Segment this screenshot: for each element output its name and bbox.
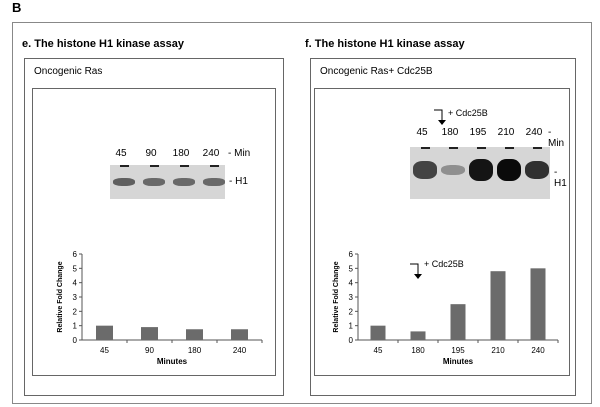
gel-band [441,164,465,176]
gel-lane-label: 90 [145,148,157,159]
gel-band [525,160,549,180]
x-tick-label: 180 [411,346,425,355]
panel-f-frame [310,58,576,396]
annotation-arrowhead-icon [414,274,422,280]
gel-lane-label: 180 [441,127,459,138]
gel-well-mark [210,165,219,167]
gel-blot [410,147,550,199]
y-tick-label: 1 [349,322,354,331]
bar [96,325,113,340]
gel-band [113,177,135,187]
bar [490,271,506,340]
panel-e-heading: e. The histone H1 kinase assay [22,38,185,50]
bar [231,329,248,340]
bar [370,325,386,340]
panel-label: B [12,0,22,15]
gel-band [413,161,437,179]
gel-lane-label: 45 [416,127,428,138]
y-tick-label: 2 [349,307,354,316]
panel-e-subtitle: Oncogenic Ras [34,66,103,77]
bar [141,327,158,340]
gel-band [469,159,493,181]
bar [186,329,203,340]
panel-f-gel-annotation: + Cdc25B [448,108,488,118]
gel-lane-label: 240 [525,127,543,138]
gel-band [203,178,225,186]
bar [410,331,426,340]
bar [450,304,466,340]
gel-band [173,178,195,186]
y-tick-label: 0 [73,336,78,345]
panel-f-gel: 45 180 195 210 240 - Min - H1 [410,127,567,202]
figure-frame [12,22,592,404]
panel-e-inner-frame [32,88,276,376]
gel-well-mark [477,147,486,149]
panel-f-heading: f. The histone H1 kinase assay [305,38,465,50]
x-tick-label: 180 [188,346,202,355]
gel-well-mark [150,165,159,167]
gel-well-mark [120,165,129,167]
x-tick-label: 240 [531,346,545,355]
panel-f-subtitle: Oncogenic Ras+ Cdc25B [320,66,433,77]
x-axis-label: Minutes [443,357,474,366]
y-tick-label: 1 [73,322,78,331]
gel-well-mark [421,147,430,149]
gel-band [143,178,165,186]
y-axis-label: Relative Fold Change [57,261,64,332]
gel-unit-label: - Min [548,127,565,149]
gel-well-mark [505,147,514,149]
gel-unit-label: - Min [228,148,251,159]
x-tick-label: 45 [374,346,383,355]
y-tick-label: 4 [349,279,354,288]
panel-e-frame [24,58,284,396]
y-tick-label: 4 [73,279,78,288]
gel-lane-label: 210 [497,127,515,138]
x-tick-label: 90 [145,346,154,355]
annotation-arrow-icon [410,263,419,277]
y-axis-label: Relative Fold Change [333,261,340,332]
y-tick-label: 6 [73,250,78,259]
y-tick-label: 5 [73,264,78,273]
chart-annotation: + Cdc25B [424,259,464,269]
gel-well-mark [449,147,458,149]
y-tick-label: 3 [73,293,78,302]
gel-lane-label: 195 [469,127,487,138]
gel-lane-label: 240 [202,148,220,159]
gel-well-mark [533,147,542,149]
gel-band-label: - H1 [229,176,248,187]
y-tick-label: 6 [349,250,354,259]
gel-lane-label: 45 [115,148,127,159]
gel-lane-label: 180 [172,148,190,159]
x-tick-label: 45 [100,346,109,355]
x-axis-label: Minutes [157,357,188,366]
cdc25b-arrow-icon [434,109,446,125]
x-tick-label: 210 [491,346,505,355]
y-tick-label: 3 [349,293,354,302]
gel-band [497,159,521,181]
bar [530,268,546,340]
x-tick-label: 195 [451,346,465,355]
gel-blot [110,165,225,199]
gel-band-label: - H1 [554,167,567,189]
y-tick-label: 5 [349,264,354,273]
x-tick-label: 240 [233,346,247,355]
y-tick-label: 0 [349,336,354,345]
y-tick-label: 2 [73,307,78,316]
panel-f-inner-frame [314,88,570,376]
gel-well-mark [180,165,189,167]
panel-e-gel: 45 90 180 240 - Min - H1 [100,145,270,205]
